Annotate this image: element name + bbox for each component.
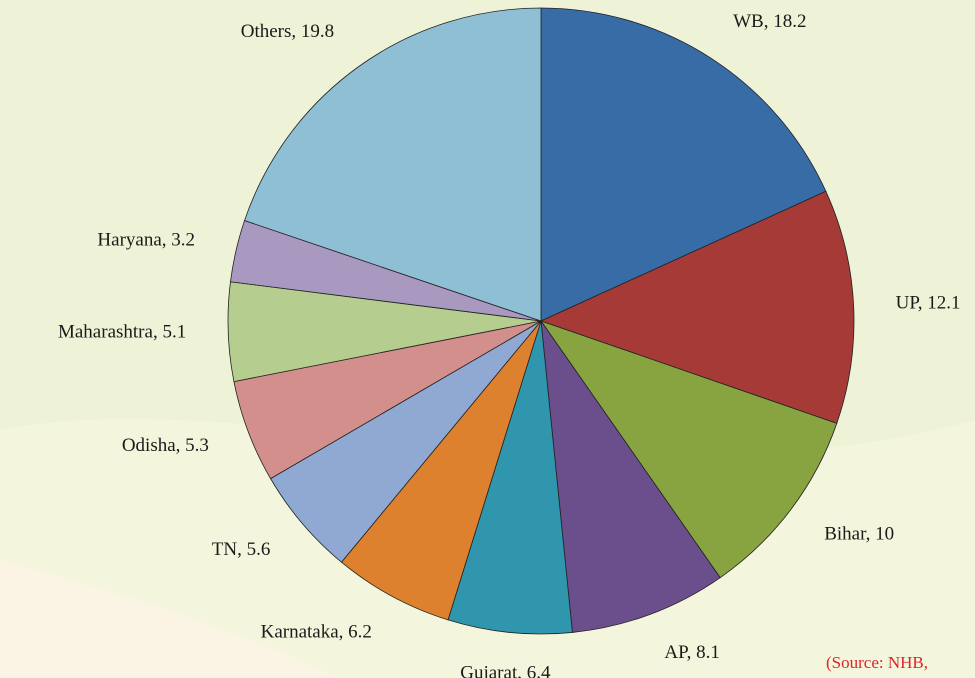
pie-slice: [340, 320, 542, 621]
slice-label: AP, 8.1: [664, 642, 719, 663]
pie: [227, 7, 855, 635]
pie-slice: [539, 320, 838, 579]
slice-label: WB, 18.2: [733, 11, 806, 32]
slice-label: UP, 12.1: [896, 293, 961, 314]
pie-slice: [244, 7, 542, 322]
pie-slice: [539, 190, 855, 424]
slice-label: Odisha, 5.3: [122, 435, 209, 456]
pie-slice: [540, 319, 721, 633]
slice-label: Bihar, 10: [824, 523, 894, 544]
source-note: (Source: NHB,: [826, 653, 928, 672]
slice-label: Gujarat, 6.4: [460, 663, 551, 678]
pie-slice: [540, 7, 827, 322]
slice-label: Maharashtra, 5.1: [58, 322, 186, 343]
background-wave: [0, 560, 340, 678]
slice-label: Haryana, 3.2: [97, 230, 195, 251]
pie-slice: [447, 320, 573, 635]
slice-label: Karnataka, 6.2: [261, 622, 372, 643]
slice-label: TN, 5.6: [212, 539, 271, 560]
slice-label: Others, 19.8: [241, 21, 334, 42]
